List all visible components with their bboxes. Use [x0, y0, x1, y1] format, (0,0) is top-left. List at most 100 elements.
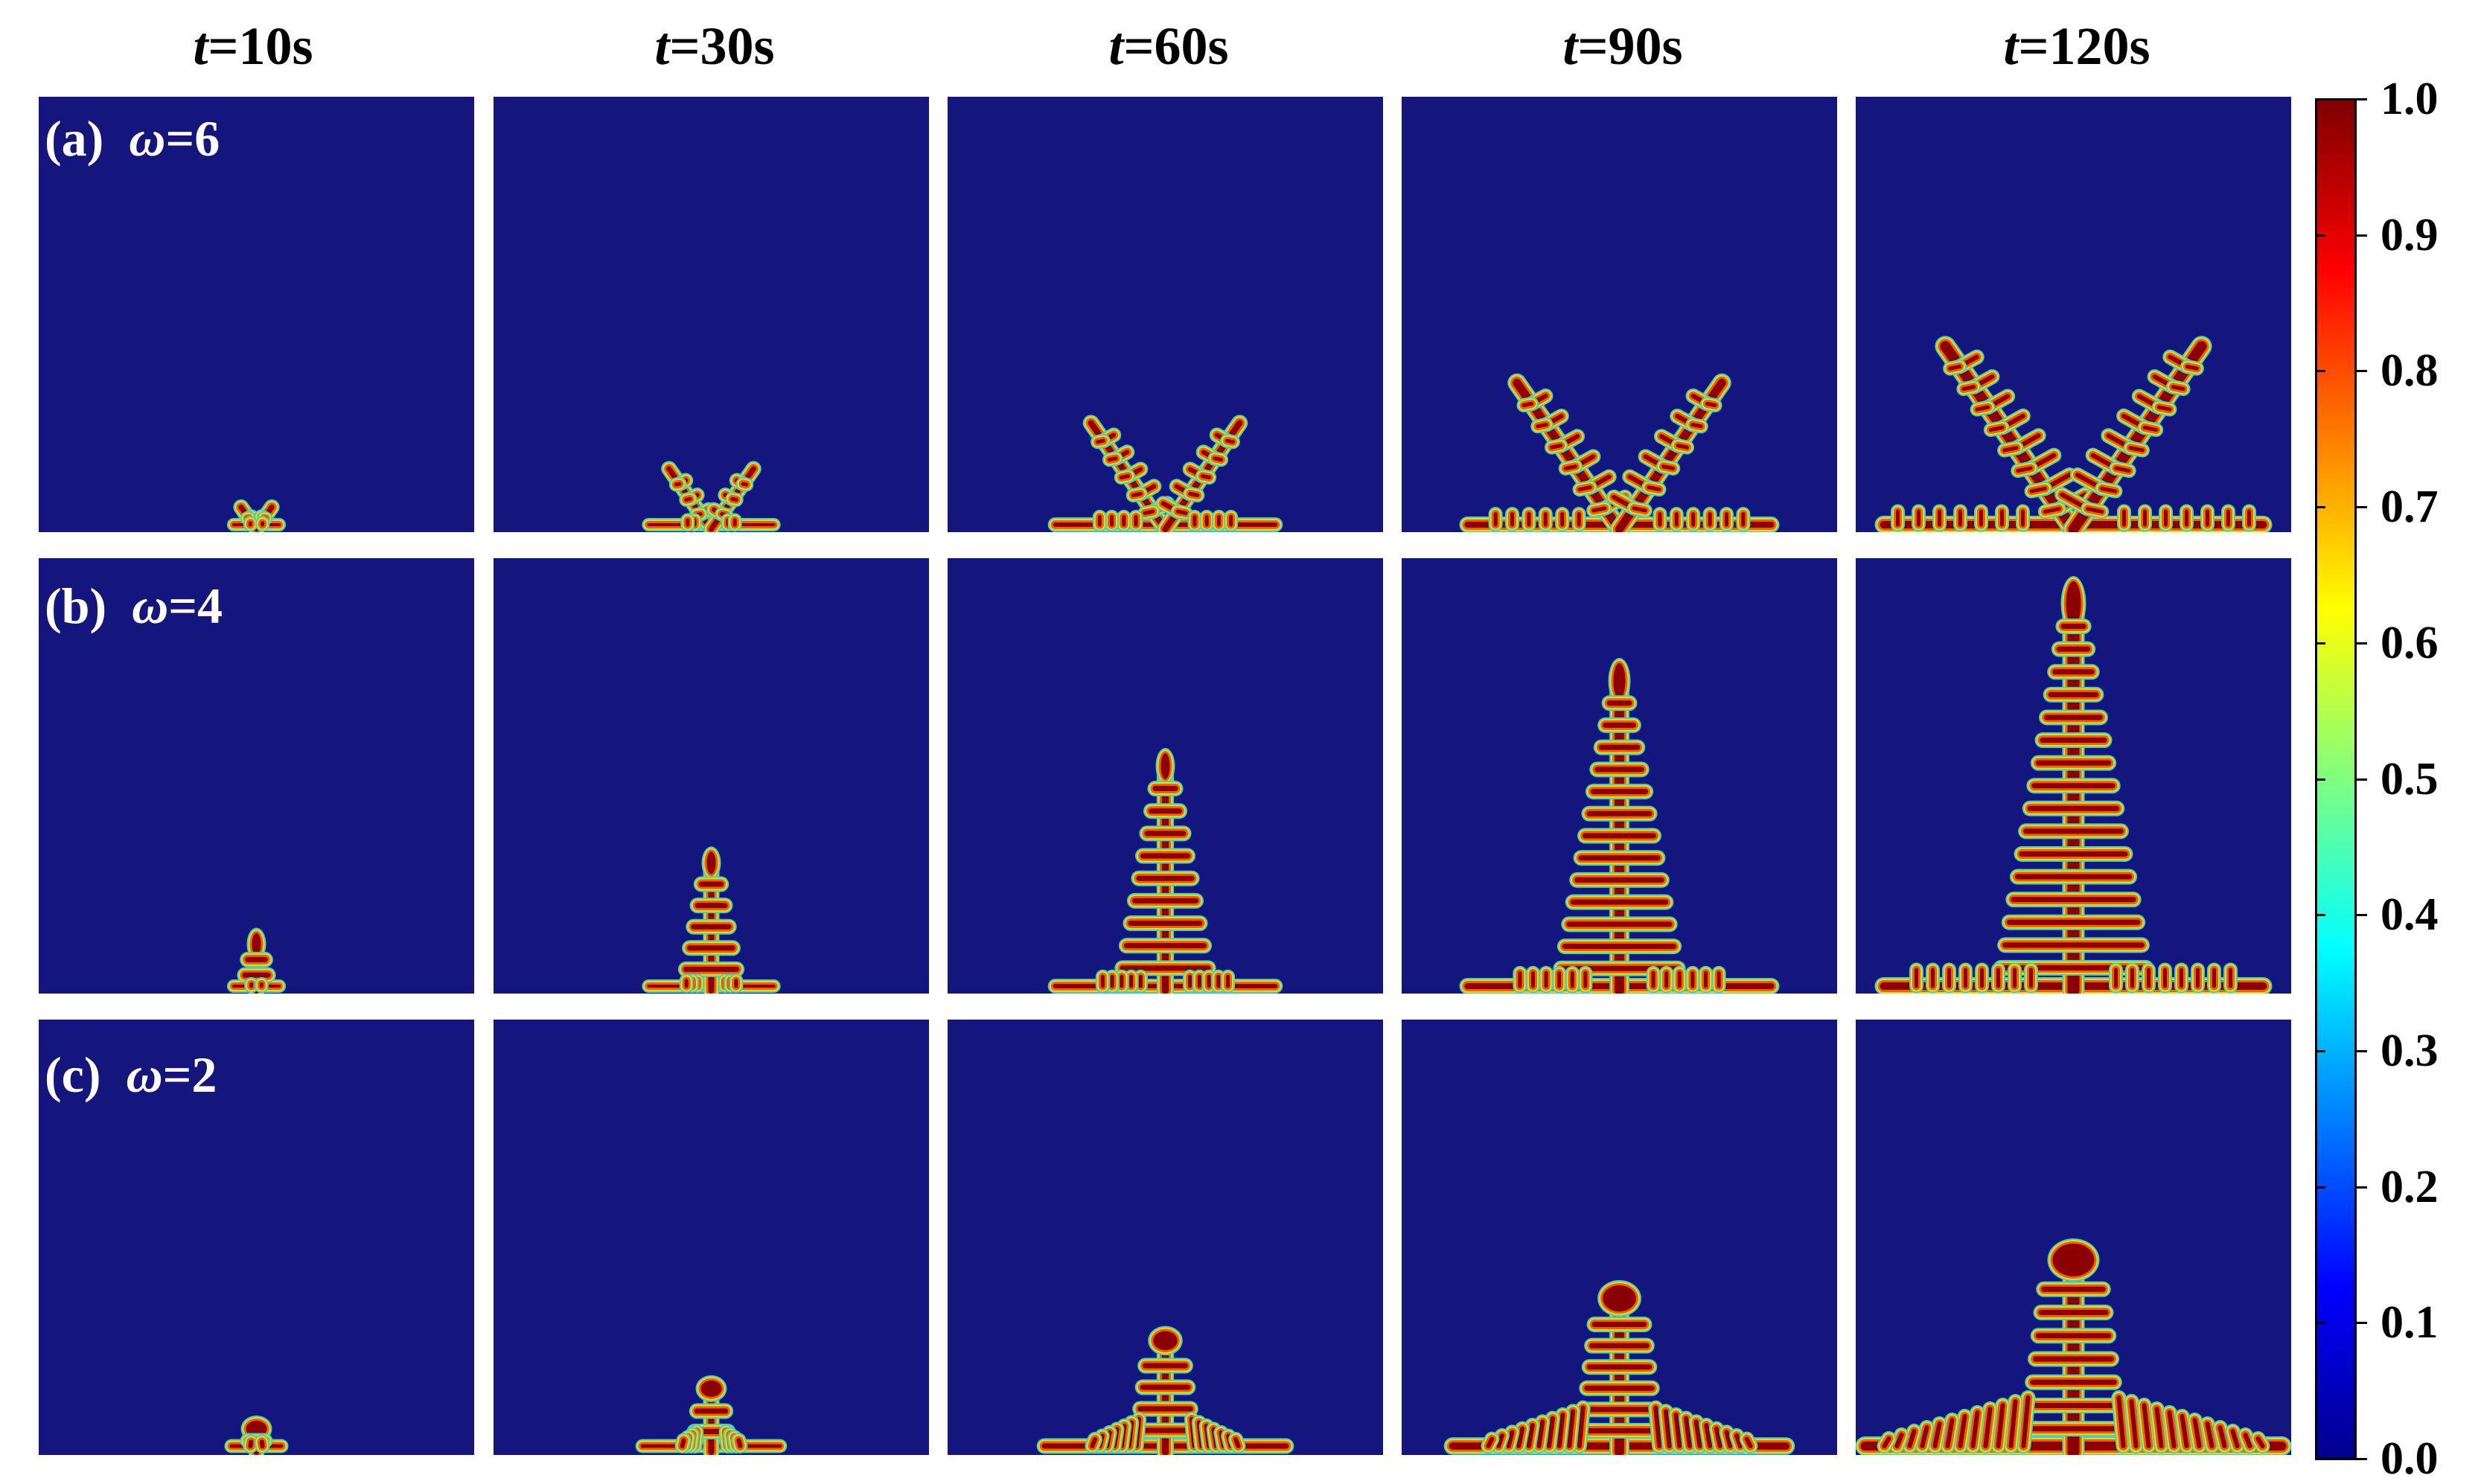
phase-field-map	[1402, 558, 1837, 994]
colorbar-tick-label: 0.0	[2381, 1436, 2439, 1482]
dendrite-stroke	[1634, 508, 1645, 511]
column-title: t=60s	[945, 9, 1392, 83]
simulation-panel	[1856, 558, 2291, 994]
dendrite-stroke	[1489, 1439, 1492, 1446]
dendrite-stroke	[2173, 387, 2183, 389]
row-label-c: (c) ω=2	[45, 1049, 217, 1100]
phase-field-map	[1856, 97, 2291, 532]
colorbar-tick	[2357, 1322, 2367, 1324]
dendrite-stroke	[1977, 407, 1988, 409]
dendrite-stroke	[2005, 448, 2017, 450]
dendrite-stroke	[1202, 476, 1209, 478]
colorbar-tick-label: 0.9	[2381, 212, 2439, 258]
colorbar-tick	[2315, 98, 2325, 100]
simulation-panel	[948, 97, 1383, 532]
field-background	[948, 97, 1383, 532]
colorbar-tick	[2357, 1050, 2367, 1052]
colorbar-tick	[2315, 506, 2325, 508]
colorbar-tick	[2315, 1458, 2325, 1460]
colorbar-tick-label: 0.5	[2381, 756, 2439, 802]
colorbar-tick-label: 0.7	[2381, 484, 2439, 530]
dendrite-stroke	[1678, 446, 1687, 447]
simulation-panel	[1402, 97, 1837, 532]
colorbar-tick-label: 0.4	[2381, 892, 2439, 938]
colorbar-tick	[2315, 642, 2325, 645]
phase-field-map	[948, 1020, 1383, 1455]
colorbar-tick-label: 0.3	[2381, 1028, 2439, 1074]
phase-field-map	[1856, 1020, 2291, 1455]
phase-field-map	[1402, 97, 1837, 532]
dendrite-tip	[1614, 663, 1626, 699]
dendrite-stroke	[1092, 1439, 1094, 1446]
dendrite-stroke	[2187, 367, 2197, 369]
colorbar-tick	[2357, 506, 2367, 508]
dendrite-tip	[1603, 1285, 1636, 1311]
dendrite-tip	[2053, 1244, 2095, 1276]
dendrite-stroke	[2116, 468, 2129, 470]
field-background	[1402, 97, 1837, 532]
column-title: t=30s	[491, 9, 938, 83]
phase-field-map	[1856, 558, 2291, 994]
colorbar-tick-label: 0.2	[2381, 1164, 2439, 1210]
column-title: t=90s	[1399, 9, 1846, 83]
dendrite-stroke	[1707, 403, 1715, 405]
phase-field-map	[948, 558, 1383, 994]
column-title: t=120s	[1853, 9, 2300, 83]
colorbar-tick	[2357, 1458, 2367, 1460]
simulation-panel	[494, 97, 929, 532]
colorbar-tick-label: 0.8	[2381, 348, 2439, 394]
colorbar-tick	[2315, 370, 2325, 372]
field-background	[1856, 97, 2291, 532]
dendrite-stroke	[1133, 493, 1140, 495]
colorbar-tick	[2315, 778, 2325, 781]
dendrite-tip	[707, 851, 716, 874]
colorbar-tick	[2315, 914, 2325, 916]
dendrite-stroke	[2018, 468, 2031, 470]
colorbar-tick	[2357, 370, 2367, 372]
colorbar-tick	[2315, 234, 2325, 237]
dendrite-stroke	[1649, 487, 1659, 490]
dendrite-stroke	[1121, 476, 1128, 478]
colorbar-tick	[2315, 1322, 2325, 1324]
dendrite-stroke	[1594, 508, 1605, 511]
dendrite-stroke	[1227, 441, 1233, 442]
dendrite-stroke	[1580, 487, 1590, 490]
dendrite-stroke	[1990, 427, 2002, 429]
simulation-panel	[948, 1020, 1383, 1455]
colorbar-tick	[2357, 778, 2367, 781]
simulation-panel	[1402, 1020, 1837, 1455]
row-label-b: (b) ω=4	[45, 581, 223, 631]
dendrite-tip	[701, 1381, 722, 1397]
phase-field-map	[948, 97, 1383, 532]
dendrite-stroke	[1663, 467, 1673, 469]
colorbar-tick	[2357, 98, 2367, 100]
dendrite-stroke	[2159, 407, 2170, 409]
dendrite-stroke	[1551, 446, 1560, 447]
colorbar-tick-label: 1.0	[2381, 76, 2439, 122]
dendrite-stroke	[1964, 387, 1974, 389]
dendrite-stroke	[2145, 427, 2156, 429]
dendrite-stroke	[1565, 467, 1575, 469]
phase-field-map	[494, 1020, 929, 1455]
colorbar-tick	[2357, 642, 2367, 645]
dendrite-stroke	[1178, 511, 1186, 513]
simulation-panel	[494, 1020, 929, 1455]
dendrite-stroke	[683, 1440, 684, 1446]
dendrite-stroke	[1524, 403, 1532, 405]
phase-field-map	[494, 97, 929, 532]
simulation-panel	[948, 558, 1383, 994]
colorbar-tick-label: 0.6	[2381, 620, 2439, 666]
dendrite-stroke	[1215, 458, 1222, 460]
dendrite-stroke	[1538, 425, 1546, 426]
dendrite-stroke	[2130, 448, 2142, 450]
field-background	[494, 97, 929, 532]
simulation-panel	[1856, 97, 2291, 532]
dendrite-tip	[1153, 1331, 1177, 1351]
colorbar-tick	[2357, 234, 2367, 237]
phase-field-map	[494, 558, 929, 994]
colorbar-tick	[2357, 914, 2367, 916]
simulation-panel	[1856, 1020, 2291, 1455]
colorbar-tick-label: 0.1	[2381, 1299, 2439, 1346]
colorbar-tick	[2315, 1050, 2325, 1052]
